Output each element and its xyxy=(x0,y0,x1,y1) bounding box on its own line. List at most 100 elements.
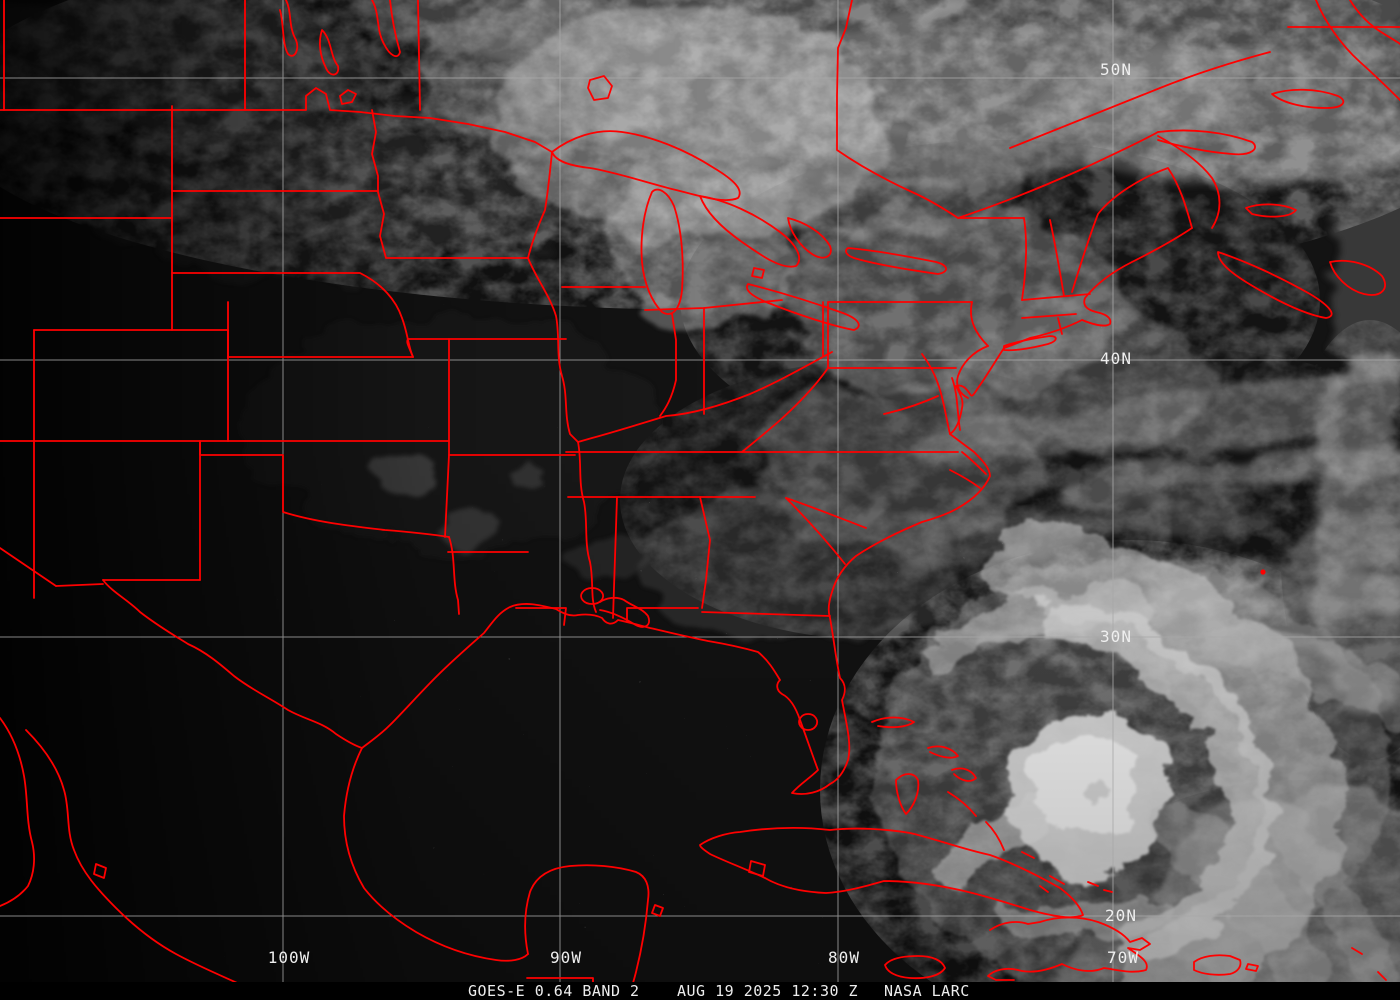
st-lawrence-north-shore xyxy=(1009,51,1271,149)
caption-datetime: AUG 19 2025 12:30 Z xyxy=(677,982,858,1000)
mexico-gulf-coast xyxy=(343,747,529,962)
baja-california-coast xyxy=(0,717,35,907)
border-la-ms-31n xyxy=(515,607,567,626)
lake-huron xyxy=(699,195,801,268)
potomac-river xyxy=(883,395,939,415)
cozumel-island xyxy=(651,904,664,917)
isla-de-la-juventud xyxy=(748,860,766,877)
newfoundland-west-coast xyxy=(1315,0,1400,101)
lake-manitoba xyxy=(319,29,340,76)
anticosti-island xyxy=(1271,88,1345,109)
border-massachusetts-south xyxy=(1021,313,1077,319)
cape-breton-island xyxy=(1329,259,1386,296)
lake-winnipegosis xyxy=(279,0,299,57)
bahamas-islands xyxy=(871,716,1113,893)
vieques-island xyxy=(1245,963,1259,972)
turks-and-caicos xyxy=(1087,881,1113,893)
long-island xyxy=(1003,335,1057,352)
lake-erie xyxy=(746,283,860,331)
newfoundland-north-coast xyxy=(1349,0,1400,45)
lake-st-clair xyxy=(751,267,765,279)
island-outline xyxy=(985,821,1005,851)
border-az-mexico xyxy=(0,547,57,587)
lake-of-the-woods xyxy=(339,89,357,105)
lon-label-80w: 80W xyxy=(828,948,860,967)
island-outline xyxy=(895,773,920,815)
lat-label-20n: 20N xyxy=(1105,906,1137,925)
border-ny-vermont xyxy=(1021,217,1028,301)
st-lawrence-south-shore xyxy=(957,131,1159,219)
island-outline xyxy=(927,745,959,759)
border-ok-tx-red-river xyxy=(199,440,450,538)
border-nj-pa xyxy=(956,345,989,399)
border-us-canada-49n xyxy=(0,87,553,153)
caption-credit: NASA LARC xyxy=(884,982,970,1000)
ohio-river xyxy=(577,351,833,443)
grid-labels: 50N 40N 30N 20N 100W 90W 80W 70W xyxy=(268,60,1139,967)
rio-grande-border xyxy=(102,579,363,749)
lon-label-70w: 70W xyxy=(1107,948,1139,967)
mississippi-delta xyxy=(599,596,650,628)
lesser-antilles xyxy=(1351,947,1387,981)
border-ia-mo xyxy=(406,338,567,358)
pamlico-sound xyxy=(949,451,987,489)
border-ok-ar xyxy=(444,454,450,538)
hispaniola xyxy=(987,916,1151,981)
new-brunswick-coast xyxy=(1157,135,1221,229)
border-mn-wi xyxy=(527,151,553,259)
border-ct-ri xyxy=(1057,317,1063,335)
caption-instrument: GOES-E 0.64 BAND 2 xyxy=(468,982,640,1000)
border-massachusetts-north xyxy=(1021,293,1091,301)
delmarva-bay-side xyxy=(951,377,961,431)
border-wv-va xyxy=(741,367,829,453)
lat-label-30n: 30N xyxy=(1100,627,1132,646)
island-outline xyxy=(1039,875,1065,893)
mississippi-river xyxy=(527,257,597,613)
border-vt-nh xyxy=(1049,219,1065,297)
lat-label-50n: 50N xyxy=(1100,60,1132,79)
border-nc-sc xyxy=(785,497,867,529)
gaspe-peninsula xyxy=(1157,129,1256,156)
lon-label-90w: 90W xyxy=(550,948,582,967)
island-outline xyxy=(1021,851,1035,859)
border-ontario-quebec xyxy=(836,0,959,219)
border-ny-nj-delaware-river xyxy=(970,301,989,347)
yucatan-peninsula xyxy=(524,864,650,1000)
lat-label-40n: 40N xyxy=(1100,349,1132,368)
bermuda xyxy=(1260,569,1266,575)
island-outline xyxy=(951,767,977,782)
island-outline xyxy=(871,716,915,729)
lake-superior xyxy=(551,130,741,202)
border-minnesota-west-south xyxy=(371,109,529,259)
island-outline xyxy=(1351,947,1363,955)
lake-winnipeg xyxy=(371,0,401,58)
island-outline xyxy=(1377,971,1387,981)
prince-edward-island xyxy=(1245,203,1297,218)
puerto-rico xyxy=(1193,954,1242,976)
lake-ontario xyxy=(845,247,947,275)
border-ga-sc xyxy=(785,497,846,565)
caption-bar-background xyxy=(0,982,1400,1000)
jamaica xyxy=(884,955,946,980)
lake-okeechobee xyxy=(798,713,818,731)
border-sd-ne-missouri-river xyxy=(171,272,414,358)
border-ga-fl xyxy=(701,611,831,617)
chesapeake-bay xyxy=(921,353,951,435)
border-al-ga xyxy=(699,496,711,609)
us-coastline xyxy=(361,227,1193,795)
gulf-of-california-island xyxy=(93,863,107,879)
border-tx-la-sabine xyxy=(448,536,460,615)
nova-scotia xyxy=(1217,251,1333,319)
lake-nipigon xyxy=(587,75,613,101)
georgian-bay xyxy=(787,217,832,259)
caption-bar: GOES-E 0.64 BAND 2 AUG 19 2025 12:30 Z N… xyxy=(0,982,1400,1000)
island-outline xyxy=(947,791,977,817)
border-manitoba-ontario xyxy=(417,0,421,111)
lake-pontchartrain xyxy=(580,587,604,605)
border-nm-mexico xyxy=(55,583,104,587)
border-maine xyxy=(1071,167,1193,293)
